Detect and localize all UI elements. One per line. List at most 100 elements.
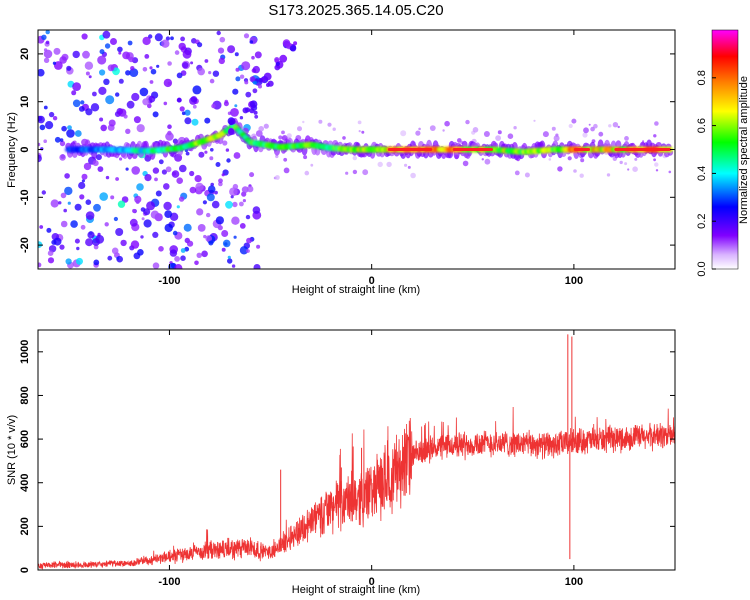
noise-blob	[206, 193, 215, 202]
noise-blob	[176, 97, 182, 103]
noise-blob	[195, 182, 204, 192]
noise-blob	[142, 98, 150, 106]
noise-blob	[226, 158, 231, 163]
colorbar-ticks: 0.0 0.2 0.4 0.6 0.8	[696, 70, 716, 277]
noise-blob	[59, 154, 66, 161]
noise-blob	[119, 157, 123, 161]
noise-blob	[197, 67, 205, 76]
colorbar: 0.0 0.2 0.4 0.6 0.8 Normalized spectral ampl…	[696, 29, 750, 277]
noise-blob	[65, 258, 72, 265]
noise-blob	[194, 175, 202, 183]
noise-speck	[275, 154, 279, 159]
noise-blob	[104, 43, 111, 49]
noise-blob	[208, 240, 214, 246]
noise-blob	[81, 179, 85, 183]
noise-blob	[230, 195, 234, 199]
noise-blob	[85, 108, 93, 116]
noise-speck	[342, 136, 346, 140]
noise-blob	[147, 103, 152, 109]
noise-speck	[497, 130, 502, 135]
noise-speck	[654, 121, 659, 126]
noise-speck	[568, 123, 573, 129]
noise-blob	[149, 80, 154, 84]
noise-blob	[45, 121, 54, 130]
noise-blob	[43, 48, 48, 52]
noise-blob	[72, 50, 80, 59]
noise-blob	[61, 125, 67, 132]
noise-blob	[190, 96, 198, 103]
noise-blob	[130, 240, 140, 249]
noise-speck	[634, 157, 638, 161]
branch-blob	[263, 72, 272, 81]
noise-speck	[668, 170, 672, 174]
noise-blob	[192, 85, 202, 95]
noise-speck	[377, 161, 383, 168]
noise-blob	[64, 173, 70, 179]
noise-speck	[571, 118, 577, 124]
figure-title: S173.2025.365.14.05.C20	[268, 2, 443, 19]
noise-blob	[123, 114, 128, 119]
noise-blob	[103, 78, 110, 86]
noise-speck	[263, 123, 269, 129]
noise-blob	[211, 103, 216, 109]
noise-speck	[304, 170, 310, 176]
noise-blob	[105, 95, 115, 105]
noise-blob	[92, 91, 97, 97]
noise-blob	[152, 262, 160, 269]
noise-speck	[352, 169, 358, 175]
noise-blob	[215, 216, 224, 225]
noise-blob	[227, 258, 233, 264]
noise-speck	[465, 119, 470, 125]
noise-blob	[167, 61, 172, 66]
noise-blob	[38, 115, 45, 124]
branch-blob	[249, 107, 255, 114]
noise-speck	[281, 130, 285, 135]
noise-blob	[83, 162, 92, 171]
noise-speck	[361, 130, 365, 134]
noise-blob	[176, 177, 183, 184]
noise-blob	[113, 216, 118, 222]
noise-blob	[161, 39, 170, 48]
branch-blob	[249, 100, 258, 108]
noise-blob	[255, 130, 263, 137]
noise-blob	[105, 175, 110, 180]
ridge-peak	[387, 148, 433, 151]
noise-blob	[43, 57, 50, 63]
noise-blob	[208, 71, 212, 75]
snr-background	[38, 330, 675, 570]
noise-blob	[74, 130, 82, 137]
noise-blob	[38, 142, 41, 147]
noise-speck	[524, 172, 530, 178]
noise-blob	[144, 174, 152, 182]
branch-blob	[274, 57, 280, 63]
noise-blob	[115, 177, 119, 181]
noise-blob	[249, 76, 256, 83]
noise-blob	[216, 30, 221, 36]
noise-blob	[180, 248, 186, 253]
y-tick-label: 400	[19, 474, 31, 492]
noise-blob	[45, 30, 50, 35]
branch-blob	[228, 119, 234, 126]
noise-blob	[60, 220, 68, 228]
noise-blob	[214, 190, 218, 195]
noise-speck	[362, 169, 369, 176]
noise-blob	[66, 65, 72, 71]
noise-speck	[410, 172, 416, 179]
noise-blob	[249, 40, 254, 44]
noise-blob	[98, 86, 107, 95]
noise-blob	[198, 151, 205, 158]
noise-blob	[99, 49, 105, 55]
colorbar-gradient	[711, 29, 739, 270]
y-tick-label: 800	[19, 386, 31, 404]
noise-speck	[654, 162, 659, 167]
noise-speck	[624, 136, 629, 141]
noise-blob	[43, 49, 53, 59]
noise-speck	[275, 175, 280, 180]
noise-speck	[655, 169, 659, 172]
noise-blob	[149, 66, 153, 70]
noise-blob	[111, 247, 119, 255]
noise-blob	[196, 208, 204, 216]
noise-blob	[146, 201, 156, 211]
noise-speck	[553, 135, 560, 142]
